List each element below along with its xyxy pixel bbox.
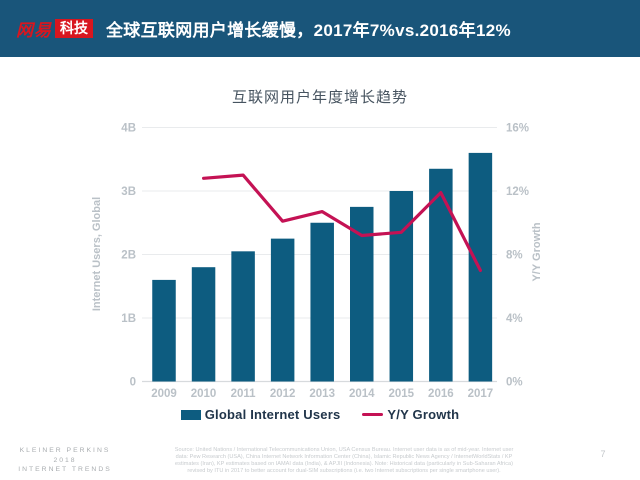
chart-title: 互联网用户年度增长趋势 — [231, 89, 408, 106]
bar-2013 — [310, 222, 334, 382]
chart-legend: Global Internet Users Y/Y Growth — [0, 407, 640, 422]
year-label-2014: 2014 — [349, 388, 375, 400]
source-note: Source: United Nations / International T… — [132, 446, 556, 476]
legend-label-line: Y/Y Growth — [387, 407, 460, 422]
left-tick-0: 0 — [130, 377, 136, 389]
left-tick-3B: 3B — [121, 186, 136, 198]
year-label-2017: 2017 — [468, 388, 494, 400]
left-axis-title: Internet Users, Global — [91, 197, 103, 311]
year-label-2010: 2010 — [191, 388, 217, 400]
right-tick-4%: 4% — [506, 313, 523, 325]
yoy-growth-line — [202, 173, 482, 272]
year-label-2011: 2011 — [231, 388, 257, 400]
netease-tech-logo: 网易 科技 — [16, 16, 93, 41]
legend-label-bars: Global Internet Users — [204, 407, 341, 422]
year-label-2013: 2013 — [309, 388, 335, 400]
source-line: revised by ITU in 2017 to better account… — [187, 467, 501, 474]
right-tick-16%: 16% — [506, 123, 529, 135]
year-label-2012: 2012 — [270, 388, 296, 400]
tech-badge: 科技 — [55, 19, 93, 38]
bar-swatch-icon — [180, 409, 201, 420]
bar-2016 — [429, 168, 453, 382]
branding-line: INTERNET TRENDS — [18, 466, 112, 473]
year-label-2009: 2009 — [151, 388, 177, 400]
header-band: 网易 科技 全球互联网用户增长缓慢，2017年7%vs.2016年12% — [0, 0, 640, 57]
source-line: Source: United Nations / International T… — [174, 446, 514, 453]
bar-2011 — [231, 251, 255, 382]
year-label-2015: 2015 — [389, 388, 415, 400]
right-axis-title: Y/Y Growth — [531, 222, 543, 281]
bar-2010 — [191, 267, 216, 382]
page-number: 7 — [600, 449, 606, 459]
bar-2012 — [270, 238, 295, 382]
right-tick-12%: 12% — [506, 186, 529, 198]
year-label-2016: 2016 — [428, 388, 454, 400]
legend-item-bars: Global Internet Users — [180, 407, 341, 422]
source-line: data: Pew Research (USA), China Internet… — [175, 453, 513, 460]
left-tick-1B: 1B — [121, 313, 136, 325]
kleiner-perkins-branding: KLEINER PERKINS 2018 INTERNET TRENDS — [14, 446, 116, 475]
bar-2014 — [350, 206, 374, 382]
right-tick-8%: 8% — [506, 250, 523, 262]
netease-wordmark: 网易 — [16, 21, 52, 40]
bar-2009 — [152, 279, 176, 382]
line-swatch-icon — [362, 412, 384, 417]
branding-line: 2018 — [53, 456, 77, 464]
bar-2015 — [389, 191, 414, 382]
branding-line: KLEINER PERKINS — [19, 447, 111, 454]
right-tick-0%: 0% — [506, 377, 523, 389]
source-line: estimates (Iran), KP estimates based on … — [175, 460, 514, 467]
legend-item-line: Y/Y Growth — [362, 407, 459, 422]
left-tick-2B: 2B — [121, 250, 136, 262]
source-note-text: Source: United Nations / International T… — [132, 446, 556, 474]
slide-headline: 全球互联网用户增长缓慢，2017年7%vs.2016年12% — [106, 21, 511, 40]
left-tick-4B: 4B — [121, 123, 136, 135]
